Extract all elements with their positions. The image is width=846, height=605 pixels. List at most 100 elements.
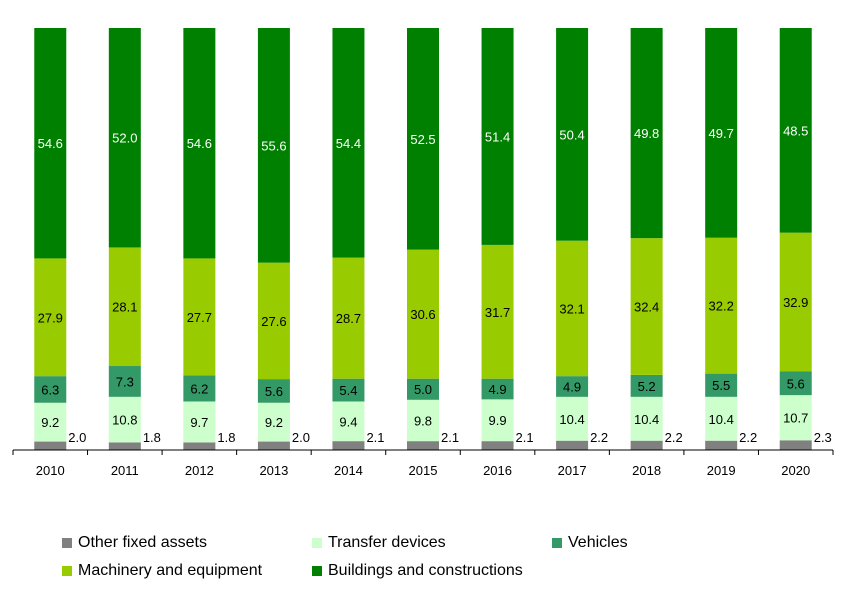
bar-segment <box>257 28 290 263</box>
data-label: 2.1 <box>366 430 384 445</box>
bars-layer <box>34 28 812 450</box>
data-label: 51.4 <box>485 129 510 144</box>
data-label: 2.0 <box>292 430 310 445</box>
bar-segment <box>630 28 663 239</box>
data-label: 52.0 <box>112 131 137 146</box>
bar-segment <box>481 399 514 442</box>
data-label: 2.1 <box>516 430 534 445</box>
bar-segment <box>108 247 141 367</box>
bar-segment <box>407 378 439 400</box>
data-label: 9.9 <box>489 413 507 428</box>
data-label: 4.9 <box>489 382 507 397</box>
bar-segment <box>407 441 439 450</box>
x-tick-label: 2011 <box>111 463 139 478</box>
bar-segment <box>779 371 812 396</box>
data-label: 48.5 <box>783 123 808 138</box>
data-label: 10.4 <box>634 412 659 427</box>
bar-segment <box>630 238 663 375</box>
data-label: 54.4 <box>336 136 361 151</box>
bar-segment <box>257 441 290 450</box>
data-label: 32.1 <box>559 301 584 316</box>
bar-segment <box>407 28 439 250</box>
data-label: 10.7 <box>783 411 808 426</box>
data-label: 1.8 <box>217 430 235 445</box>
data-label: 2.3 <box>814 430 832 445</box>
bar-segment <box>332 401 365 442</box>
bar-segment <box>481 441 514 450</box>
bar-segment <box>34 441 67 450</box>
x-tick-label: 2017 <box>558 463 587 478</box>
bar-segment <box>779 28 812 233</box>
x-tick-label: 2013 <box>259 463 288 478</box>
data-label: 2.2 <box>739 430 757 445</box>
bar-segment <box>705 440 738 450</box>
bar-segment <box>481 378 514 400</box>
bar-segment <box>705 28 738 238</box>
data-label: 27.6 <box>261 314 286 329</box>
bar-segment <box>108 396 141 443</box>
data-label: 5.4 <box>339 383 357 398</box>
bar-segment <box>34 376 67 403</box>
data-label: 27.7 <box>187 310 212 325</box>
x-tick-label: 2020 <box>781 463 810 478</box>
x-tick-label: 2015 <box>409 463 438 478</box>
data-label: 49.8 <box>634 126 659 141</box>
bar-segment <box>332 441 365 450</box>
bar-segment <box>481 244 514 379</box>
data-label: 6.3 <box>41 382 59 397</box>
x-tick-label: 2012 <box>185 463 214 478</box>
data-label: 10.8 <box>112 413 137 428</box>
bar-segment <box>705 396 738 441</box>
bar-segment <box>481 28 514 245</box>
data-label: 54.6 <box>187 136 212 151</box>
bar-segment <box>183 401 216 443</box>
bar-segment <box>556 396 589 441</box>
data-label: 54.6 <box>38 136 63 151</box>
bar-segment <box>630 396 663 441</box>
x-tick-label: 2014 <box>334 463 363 478</box>
data-label: 1.8 <box>143 430 161 445</box>
x-tick-label: 2010 <box>36 463 65 478</box>
data-label: 5.5 <box>712 378 730 393</box>
data-label: 5.2 <box>638 379 656 394</box>
bar-segment <box>34 28 67 259</box>
data-label: 6.2 <box>190 381 208 396</box>
bar-segment <box>630 374 663 397</box>
bar-segment <box>257 262 290 380</box>
bar-segment <box>332 257 365 379</box>
data-label: 10.4 <box>559 412 584 427</box>
data-label: 5.6 <box>265 384 283 399</box>
data-label: 31.7 <box>485 305 510 320</box>
bar-segment <box>34 402 67 442</box>
data-label: 55.6 <box>261 138 286 153</box>
data-label: 2.1 <box>441 430 459 445</box>
bar-segment <box>779 395 812 441</box>
data-label: 32.9 <box>783 295 808 310</box>
bar-segment <box>108 28 141 248</box>
data-label: 28.7 <box>336 311 361 326</box>
data-label: 5.6 <box>787 376 805 391</box>
data-label: 2.2 <box>590 430 608 445</box>
bar-segment <box>556 376 589 397</box>
bar-segment <box>556 440 589 450</box>
data-label: 30.6 <box>410 307 435 322</box>
data-label: 27.9 <box>38 310 63 325</box>
bar-segment <box>705 237 738 374</box>
bar-segment <box>407 399 439 442</box>
data-label: 50.4 <box>559 127 584 142</box>
data-label: 9.4 <box>339 414 357 429</box>
bar-segment <box>332 28 365 258</box>
bar-segment <box>779 232 812 372</box>
bar-segment <box>183 442 216 450</box>
data-label: 32.4 <box>634 300 659 315</box>
bar-segment <box>257 402 290 442</box>
bar-segment <box>108 442 141 450</box>
data-label: 28.1 <box>112 300 137 315</box>
value-labels-layer: 2.0 9.2 6.3 27.9 54.6 1.8 10.8 7.3 28.1 52.0 1.8 9.… <box>38 123 832 445</box>
bar-segment <box>332 378 365 402</box>
data-label: 9.7 <box>190 415 208 430</box>
data-label: 2.0 <box>68 430 86 445</box>
x-axis: 2010 2011 2012 2013 2014 2015 2016 2017 2018 2019… <box>12 449 834 478</box>
data-label: 7.3 <box>116 374 134 389</box>
